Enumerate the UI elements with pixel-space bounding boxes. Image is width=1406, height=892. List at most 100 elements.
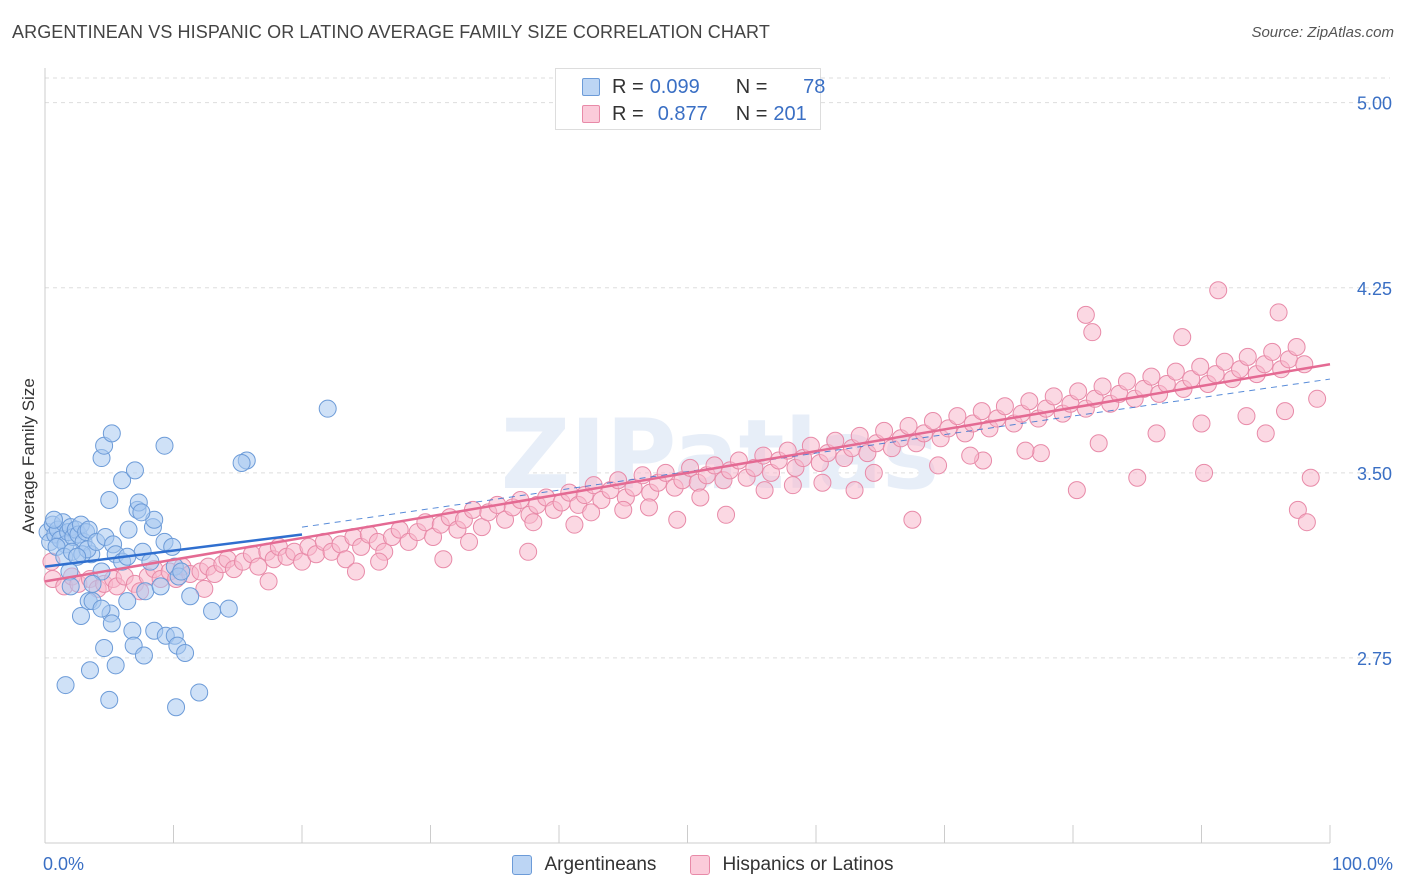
point-argentinean <box>136 582 155 601</box>
trend-line-dashed <box>301 378 1331 528</box>
point-hispanic <box>717 505 736 524</box>
point-hispanic <box>875 421 894 440</box>
legend-item-hispanics[interactable]: Hispanics or Latinos <box>690 854 894 876</box>
source-label: Source: ZipAtlas.com <box>1251 24 1394 41</box>
point-hispanic <box>1237 407 1256 426</box>
point-hispanic <box>1020 392 1039 411</box>
legend-swatch-blue <box>512 855 533 875</box>
n-label: N = <box>735 75 768 98</box>
y-axis-title: Average Family Size <box>19 378 38 534</box>
point-argentinean <box>232 453 251 472</box>
point-hispanic <box>1263 342 1282 361</box>
point-hispanic <box>903 510 922 529</box>
point-hispanic <box>460 532 479 551</box>
point-hispanic <box>783 476 802 495</box>
r-label: R = <box>612 75 644 98</box>
point-hispanic <box>584 476 603 495</box>
point-hispanic <box>1083 323 1102 342</box>
point-hispanic <box>582 503 601 522</box>
point-hispanic <box>370 552 389 571</box>
point-hispanic <box>1016 441 1035 460</box>
point-argentinean <box>106 656 125 675</box>
r-value: 0.099 <box>649 75 700 98</box>
point-argentinean <box>163 537 182 556</box>
point-hispanic <box>1142 367 1161 386</box>
y-tick-label: 3.50 <box>1357 464 1392 484</box>
point-argentinean <box>134 646 153 665</box>
point-hispanic <box>434 550 453 569</box>
point-hispanic <box>948 407 967 426</box>
point-hispanic <box>1069 382 1088 401</box>
point-argentinean <box>176 643 195 662</box>
point-hispanic <box>472 518 491 537</box>
legend-row-argentineans: R = 0.099 N = 78 <box>582 75 825 99</box>
n-label: N = <box>735 102 768 125</box>
point-hispanic <box>336 550 355 569</box>
point-hispanic <box>565 515 584 534</box>
point-argentinean <box>56 676 75 695</box>
point-hispanic <box>691 488 710 507</box>
point-hispanic <box>1288 500 1307 519</box>
point-argentinean <box>181 587 200 606</box>
legend-swatch-pink <box>582 105 600 123</box>
point-hispanic <box>972 402 991 421</box>
r-label: R = <box>612 102 644 125</box>
point-hispanic <box>1166 362 1185 381</box>
point-hispanic <box>1044 387 1063 406</box>
legend-label: Hispanics or Latinos <box>722 854 894 875</box>
point-hispanic <box>524 513 543 532</box>
point-hispanic <box>826 431 845 450</box>
point-hispanic <box>195 579 214 598</box>
point-hispanic <box>1269 303 1288 322</box>
trend-line-argentinean <box>44 533 303 568</box>
point-hispanic <box>1147 424 1166 443</box>
point-argentinean <box>119 520 138 539</box>
point-hispanic <box>639 498 658 517</box>
point-argentinean <box>118 592 137 611</box>
point-argentinean <box>318 399 337 418</box>
point-hispanic <box>249 557 268 576</box>
point-hispanic <box>1117 372 1136 391</box>
trend-line-hispanic <box>44 363 1331 583</box>
point-argentinean <box>155 436 174 455</box>
point-hispanic <box>346 562 365 581</box>
point-hispanic <box>1209 281 1228 300</box>
point-argentinean <box>83 574 102 593</box>
point-hispanic <box>259 572 278 591</box>
point-argentinean <box>71 606 90 625</box>
point-hispanic <box>1238 347 1257 366</box>
x-tick-label: 100.0% <box>1332 854 1393 874</box>
legend-row-hispanics: R = 0.877 N = 201 <box>582 102 807 126</box>
y-tick-label: 5.00 <box>1357 94 1392 114</box>
point-argentinean <box>125 461 144 480</box>
point-hispanic <box>614 500 633 519</box>
point-argentinean <box>80 661 99 680</box>
point-hispanic <box>864 463 883 482</box>
n-value: 201 <box>773 102 807 125</box>
legend-item-argentineans[interactable]: Argentineans <box>512 854 656 876</box>
point-hispanic <box>1093 377 1112 396</box>
point-hispanic <box>668 510 687 529</box>
point-argentinean <box>113 471 132 490</box>
point-hispanic <box>1067 481 1086 500</box>
point-hispanic <box>705 456 724 475</box>
point-argentinean <box>95 639 114 658</box>
x-tick-label: 0.0% <box>43 854 84 874</box>
point-hispanic <box>801 436 820 455</box>
point-argentinean <box>102 614 121 633</box>
point-argentinean <box>92 599 111 618</box>
legend-swatch-blue <box>582 78 600 96</box>
point-argentinean <box>102 424 121 443</box>
point-hispanic <box>995 397 1014 416</box>
y-tick-label: 4.25 <box>1357 279 1392 299</box>
point-hispanic <box>1128 468 1147 487</box>
point-argentinean <box>44 510 63 529</box>
point-hispanic <box>1195 463 1214 482</box>
point-hispanic <box>1076 305 1095 324</box>
point-hispanic <box>1256 424 1275 443</box>
point-hispanic <box>899 416 918 435</box>
point-hispanic <box>1192 414 1211 433</box>
point-hispanic <box>813 473 832 492</box>
point-hispanic <box>519 542 538 561</box>
